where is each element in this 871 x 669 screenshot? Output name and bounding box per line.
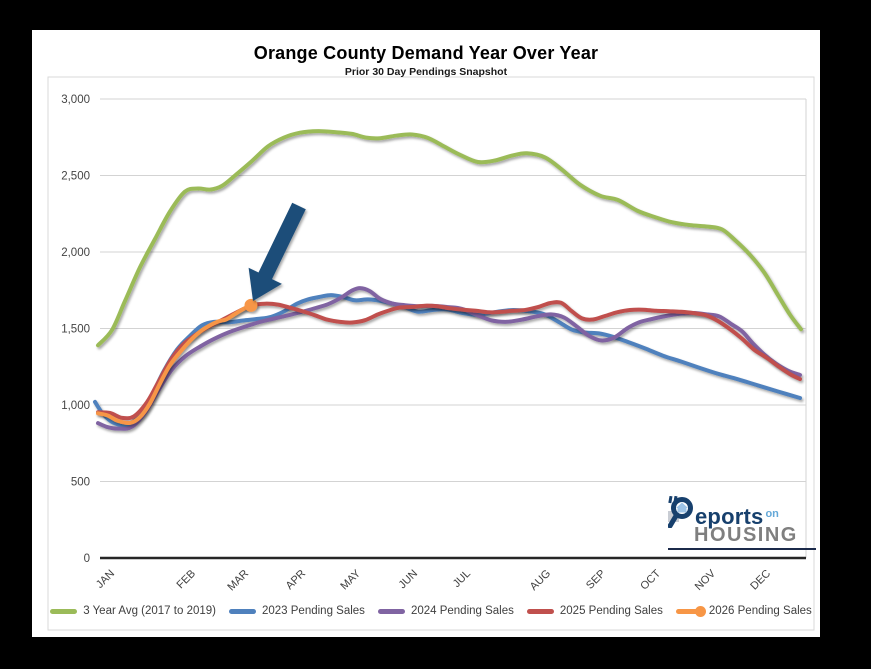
- legend-label: 2023 Pending Sales: [261, 605, 365, 617]
- legend-line-swatch: [228, 605, 256, 617]
- reports-on-housing-logo: eports on HOUSING: [668, 496, 816, 550]
- legend-item-2025-pending-sales: 2025 Pending Sales: [526, 605, 663, 617]
- y-tick-label: 1,500: [61, 324, 90, 336]
- legend-line-swatch: [377, 605, 405, 617]
- chart-subtitle: Prior 30 Day Pendings Snapshot: [344, 66, 508, 78]
- series-line-2026-pending-sales: [96, 303, 253, 426]
- y-tick-label: 500: [71, 477, 90, 489]
- y-tick-label: 0: [84, 553, 90, 565]
- chart-title: Orange County Demand Year Over Year: [253, 43, 599, 63]
- report-page: Orange County Demand Year Over Year Prio…: [32, 30, 820, 637]
- legend-item-3-year-avg-2017-to-2019-: 3 Year Avg (2017 to 2019): [50, 605, 216, 617]
- legend-label: 2024 Pending Sales: [410, 605, 514, 617]
- legend-item-2023-pending-sales: 2023 Pending Sales: [228, 605, 365, 617]
- logo-underline: [668, 548, 816, 550]
- legend-item-2024-pending-sales: 2024 Pending Sales: [377, 605, 514, 617]
- chart-legend: 3 Year Avg (2017 to 2019) 2023 Pending Sa…: [48, 597, 814, 625]
- y-tick-label: 2,500: [61, 171, 90, 183]
- y-tick-label: 1,000: [61, 400, 90, 412]
- legend-item-2026-pending-sales: 2026 Pending Sales: [675, 605, 812, 617]
- callout-arrow: [248, 202, 306, 301]
- logo-housing-text: HOUSING: [694, 524, 798, 546]
- legend-line-swatch: [526, 605, 554, 617]
- legend-line-swatch: [675, 605, 706, 617]
- logo-on-text: on: [765, 508, 779, 520]
- logo-line1: eports on: [668, 496, 816, 529]
- y-tick-label: 3,000: [61, 94, 90, 106]
- logo-reports-text: eports: [695, 504, 764, 529]
- legend-label: 2026 Pending Sales: [708, 605, 812, 617]
- y-tick-label: 2,000: [61, 247, 90, 259]
- legend-label: 3 Year Avg (2017 to 2019): [83, 605, 216, 617]
- magnifier-house-icon: [668, 496, 693, 528]
- latest-point-marker: [244, 298, 258, 312]
- legend-line-swatch: [50, 605, 78, 617]
- legend-label: 2025 Pending Sales: [559, 605, 663, 617]
- series-line-3-year-avg-2017-to-2019-: [96, 129, 803, 348]
